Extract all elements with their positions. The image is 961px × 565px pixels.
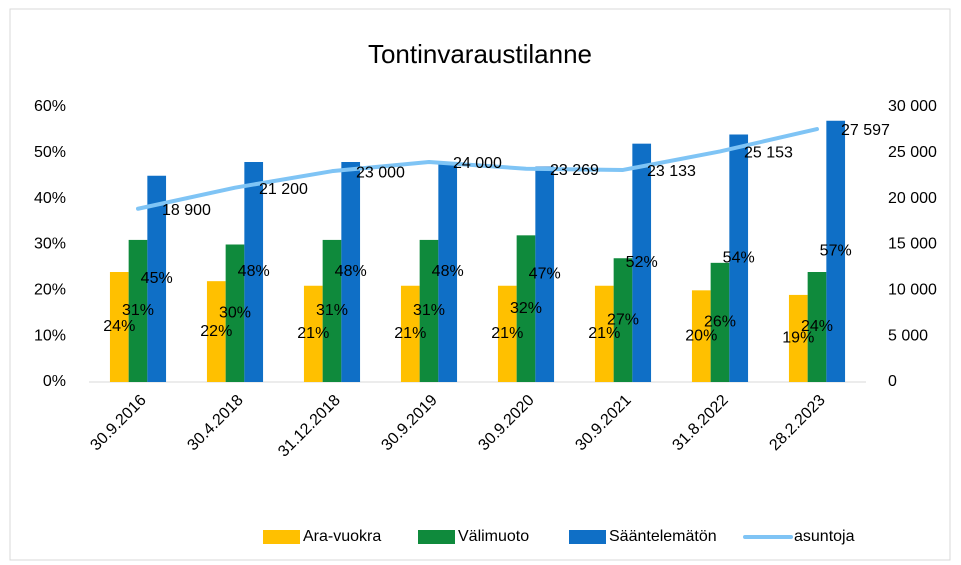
data-label: 21%	[491, 325, 523, 342]
bar	[826, 120, 846, 382]
data-label: 54%	[723, 249, 755, 266]
data-label: 45%	[141, 270, 173, 287]
data-label: 24%	[103, 318, 135, 335]
line-data-label: 23 000	[356, 164, 405, 181]
bar	[729, 134, 749, 382]
data-label: 22%	[200, 323, 232, 340]
data-label: 57%	[820, 243, 852, 260]
y2-tick-label: 20 000	[888, 190, 937, 207]
y2-tick-label: 0	[888, 373, 897, 390]
data-label: 21%	[394, 325, 426, 342]
data-label: 21%	[297, 325, 329, 342]
data-label: 19%	[782, 330, 814, 347]
legend-label: asuntoja	[794, 528, 855, 545]
chart-title: Tontinvaraustilanne	[368, 39, 592, 69]
bar	[147, 175, 167, 382]
data-label: 47%	[529, 266, 561, 283]
data-label: 27%	[607, 311, 639, 328]
bar	[788, 294, 808, 382]
bar	[109, 272, 129, 382]
bar	[535, 166, 555, 382]
y-tick-label: 0%	[43, 373, 66, 390]
bar	[341, 162, 361, 382]
y-tick-label: 60%	[34, 98, 66, 115]
line-data-label: 27 597	[841, 122, 890, 139]
line-data-label: 23 133	[647, 163, 696, 180]
bar	[322, 239, 342, 382]
bar	[807, 272, 827, 382]
data-label: 26%	[704, 314, 736, 331]
y2-tick-label: 10 000	[888, 282, 937, 299]
data-label: 48%	[432, 263, 464, 280]
data-label: 30%	[219, 304, 251, 321]
bar	[497, 285, 517, 382]
legend-label: Ara-vuokra	[303, 528, 381, 545]
line-data-label: 23 269	[550, 162, 599, 179]
data-label: 24%	[801, 318, 833, 335]
line-data-label: 18 900	[162, 202, 211, 219]
y-tick-label: 20%	[34, 282, 66, 299]
bar	[400, 285, 420, 382]
y-tick-label: 30%	[34, 236, 66, 253]
y2-tick-label: 5 000	[888, 327, 928, 344]
y-tick-label: 10%	[34, 327, 66, 344]
y-tick-label: 40%	[34, 190, 66, 207]
bar	[419, 239, 439, 382]
data-label: 31%	[316, 302, 348, 319]
legend-swatch	[418, 530, 455, 544]
bar	[710, 262, 730, 382]
legend-label: Välimuoto	[458, 528, 529, 545]
legend-swatch	[263, 530, 300, 544]
line-data-label: 24 000	[453, 155, 502, 172]
bar	[613, 258, 633, 382]
data-label: 32%	[510, 300, 542, 317]
bar	[225, 244, 245, 382]
bar	[516, 235, 536, 382]
data-label: 21%	[588, 325, 620, 342]
y2-tick-label: 30 000	[888, 98, 937, 115]
line-data-label: 21 200	[259, 181, 308, 198]
legend-swatch	[569, 530, 606, 544]
data-label: 52%	[626, 254, 658, 271]
bar	[632, 143, 652, 382]
data-label: 48%	[238, 263, 270, 280]
y-tick-label: 50%	[34, 144, 66, 161]
bar	[438, 162, 458, 382]
y2-tick-label: 25 000	[888, 144, 937, 161]
bar	[128, 239, 148, 382]
bar	[691, 290, 711, 382]
data-label: 31%	[122, 302, 154, 319]
data-label: 31%	[413, 302, 445, 319]
bar	[303, 285, 323, 382]
y2-tick-label: 15 000	[888, 236, 937, 253]
bar	[244, 162, 264, 382]
bar	[206, 281, 226, 382]
line	[136, 127, 819, 211]
line-data-label: 25 153	[744, 145, 793, 162]
data-label: 48%	[335, 263, 367, 280]
legend-label: Sääntelemätön	[609, 528, 717, 545]
data-label: 20%	[685, 327, 717, 344]
bar	[594, 285, 614, 382]
chart-frame	[9, 8, 951, 561]
